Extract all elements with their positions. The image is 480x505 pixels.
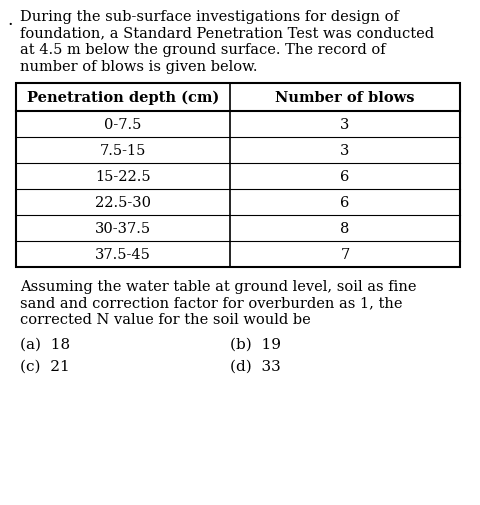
Text: 7.5-15: 7.5-15 — [100, 144, 146, 158]
Text: 0-7.5: 0-7.5 — [104, 118, 142, 132]
Text: Number of blows: Number of blows — [275, 91, 415, 105]
Text: 3: 3 — [340, 144, 350, 158]
Bar — [16, 84, 460, 268]
Text: (c)  21: (c) 21 — [20, 359, 70, 373]
Text: (b)  19: (b) 19 — [230, 337, 281, 351]
Text: Assuming the water table at ground level, soil as fine: Assuming the water table at ground level… — [20, 279, 417, 293]
Text: (d)  33: (d) 33 — [230, 359, 281, 373]
Text: foundation, a Standard Penetration Test was conducted: foundation, a Standard Penetration Test … — [20, 26, 434, 40]
Text: (a)  18: (a) 18 — [20, 337, 70, 351]
Text: 30-37.5: 30-37.5 — [95, 222, 151, 235]
Text: 6: 6 — [340, 195, 350, 210]
Text: corrected N value for the soil would be: corrected N value for the soil would be — [20, 313, 311, 326]
Text: at 4.5 m below the ground surface. The record of: at 4.5 m below the ground surface. The r… — [20, 43, 385, 57]
Text: sand and correction factor for overburden as 1, the: sand and correction factor for overburde… — [20, 296, 403, 310]
Text: 6: 6 — [340, 170, 350, 184]
Text: 8: 8 — [340, 222, 350, 235]
Text: .: . — [7, 12, 12, 29]
Text: During the sub-surface investigations for design of: During the sub-surface investigations fo… — [20, 10, 399, 24]
Text: number of blows is given below.: number of blows is given below. — [20, 60, 257, 73]
Text: 3: 3 — [340, 118, 350, 132]
Text: 37.5-45: 37.5-45 — [95, 247, 151, 262]
Text: 15-22.5: 15-22.5 — [95, 170, 151, 184]
Text: 7: 7 — [340, 247, 349, 262]
Text: Penetration depth (cm): Penetration depth (cm) — [27, 90, 219, 105]
Text: 22.5-30: 22.5-30 — [95, 195, 151, 210]
